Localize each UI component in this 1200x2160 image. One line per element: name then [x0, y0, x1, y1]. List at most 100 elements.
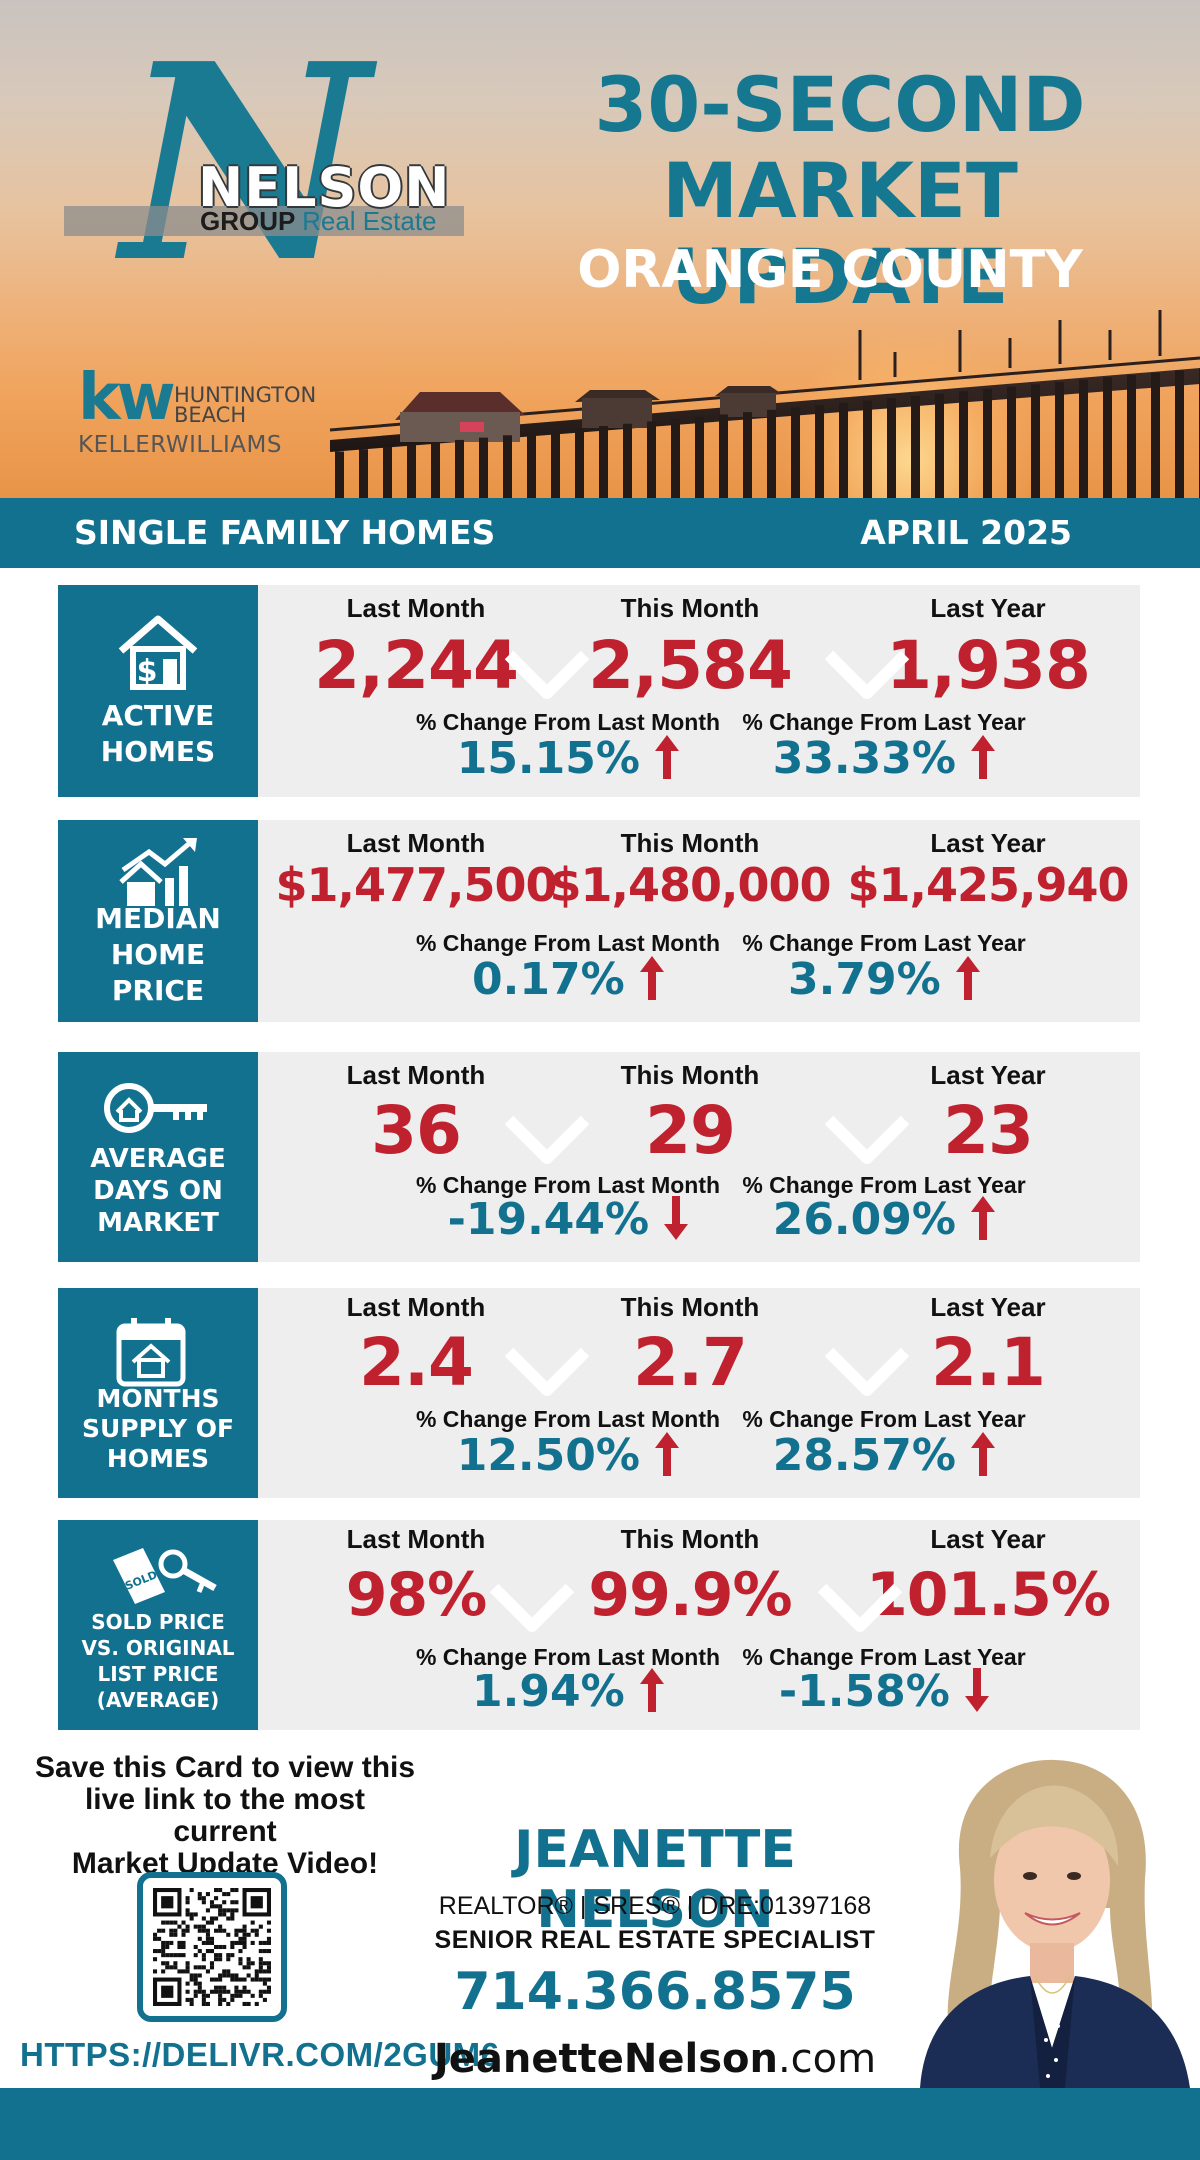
arrow-up-icon	[971, 735, 996, 779]
change-from-last-year-value: 33.33%	[724, 733, 1044, 790]
stat-label-box: SOLD SOLD PRICE VS. ORIGINAL LIST PRICE (AV…	[58, 1520, 258, 1730]
period-label: APRIL 2025	[860, 513, 1072, 552]
column-header: Last Year	[930, 828, 1046, 858]
agent-website-tld: .com	[777, 2036, 877, 2082]
chevron-divider	[488, 1580, 576, 1639]
change-from-last-year-value: 28.57%	[724, 1430, 1044, 1487]
change-from-last-month-value: 0.17%	[408, 954, 728, 1011]
stat-value-last-month: 98%	[345, 1560, 488, 1630]
stat-label-box: MONTHS SUPPLY OF HOMES	[58, 1288, 258, 1498]
change-from-last-month-label: % Change From Last Month	[415, 1172, 721, 1198]
agent-photo	[890, 1748, 1200, 2088]
stat-row: SOLD SOLD PRICE VS. ORIGINAL LIST PRICE (AV…	[58, 1520, 1140, 1730]
chevron-down-icon	[824, 1115, 910, 1164]
logo-group-word: GROUP	[200, 206, 295, 236]
column-header: Last Year	[930, 593, 1046, 623]
column-header: This Month	[620, 1292, 760, 1322]
logo-real-estate-word: Real Estate	[302, 206, 437, 236]
change-from-last-month-value: 15.15%	[408, 733, 728, 790]
chevron-divider	[823, 1344, 911, 1403]
change-from-last-month-label: % Change From Last Month	[415, 1644, 721, 1670]
stat-value-this-month: 2.7	[633, 1324, 748, 1401]
change-from-last-year-label: % Change From Last Year	[742, 709, 1026, 735]
change-from-last-month-value: -19.44%	[408, 1194, 728, 1251]
nelson-group-logo: N NELSON GROUP Real Estate	[60, 28, 480, 298]
stat-label-box: $ ACTIVE HOMES	[58, 585, 258, 797]
stat-panel: Last Month 2.4 This Month 2.7 Last Year 2.1 %…	[258, 1288, 1140, 1498]
stat-value-last-year: 23	[943, 1092, 1034, 1169]
change-from-last-year-label: % Change From Last Year	[742, 1172, 1026, 1198]
chevron-down-icon	[504, 1115, 590, 1164]
qr-code[interactable]	[137, 1872, 287, 2022]
arrow-up-icon	[655, 735, 680, 779]
category-band: SINGLE FAMILY HOMES APRIL 2025	[0, 498, 1200, 568]
stat-value-last-year: 101.5%	[866, 1560, 1111, 1630]
pier-silhouette	[329, 310, 1200, 498]
category-label: SINGLE FAMILY HOMES	[74, 513, 496, 552]
agent-credentials: REALTOR® | SRES® | DRE:01397168	[438, 1892, 872, 1920]
change-from-last-year-label: % Change From Last Year	[742, 1644, 1026, 1670]
agent-website[interactable]: JeanetteNelson.com	[405, 2036, 905, 2082]
video-link[interactable]: HTTPS://DELIVR.COM/2GUM6	[20, 2036, 500, 2073]
stat-label-line: HOMES	[106, 1444, 210, 1473]
arrow-up-icon	[639, 956, 664, 1000]
save-card-message: Save this Card to view this live link to…	[30, 1752, 420, 1880]
stat-label-line: DAYS ON	[93, 1176, 223, 1206]
column-header: Last Month	[346, 593, 486, 623]
sold-tag-key-icon: SOLD	[113, 1548, 217, 1604]
stat-label-line: VS. ORIGINAL	[81, 1636, 235, 1660]
change-from-last-month-label: % Change From Last Month	[415, 930, 721, 956]
kw-office-line2: BEACH	[174, 403, 247, 427]
chevron-down-icon	[489, 1583, 575, 1632]
column-header: This Month	[620, 828, 760, 858]
chevron-down-icon	[824, 650, 910, 699]
house-growth-chart-icon	[119, 838, 197, 906]
logo-bar	[64, 206, 464, 236]
column-header: Last Month	[346, 1524, 486, 1554]
stat-panel: Last Month $1,477,500 This Month $1,480,000…	[258, 820, 1140, 1022]
chevron-divider	[503, 1112, 591, 1171]
agent-title: SENIOR REAL ESTATE SPECIALIST	[434, 1926, 876, 1954]
stat-label-line: AVERAGE	[90, 1144, 226, 1174]
stat-label-line: MEDIAN	[95, 902, 221, 935]
stat-row: AVERAGE DAYS ON MARKET Last Month 36 This Mo…	[58, 1052, 1140, 1262]
stat-label-line: (AVERAGE)	[96, 1688, 220, 1712]
column-header: Last Month	[346, 828, 486, 858]
kw-office-line1: HUNTINGTON	[174, 383, 317, 407]
change-from-last-year-value: 3.79%	[724, 954, 1044, 1011]
change-from-last-month-label: % Change From Last Month	[415, 1406, 721, 1432]
agent-name: JEANETTE NELSON	[514, 1820, 796, 1940]
chevron-divider	[823, 647, 911, 706]
stat-label-line: HOMES	[100, 735, 216, 768]
logo-monogram: N	[122, 4, 369, 322]
kw-office: HUNTINGTON BEACH	[174, 383, 317, 427]
kw-keller: KELLER	[78, 432, 166, 458]
stat-value-this-month: 29	[645, 1092, 736, 1169]
stat-row: MEDIAN HOME PRICE Last Month $1,477,500 This…	[58, 820, 1140, 1022]
save-line-1: Save this Card to view this	[34, 1751, 416, 1784]
column-header: This Month	[620, 593, 760, 623]
chevron-divider	[816, 1580, 904, 1639]
stat-label-box: MEDIAN HOME PRICE	[58, 820, 258, 1022]
agent-phone[interactable]: 714.366.8575	[454, 1962, 856, 2022]
column-header: Last Year	[930, 1524, 1046, 1554]
qr-code-icon	[153, 1888, 271, 2006]
change-from-last-year-value: 26.09%	[724, 1194, 1044, 1251]
change-from-last-year-value: -1.58%	[724, 1666, 1044, 1723]
stat-label-box: AVERAGE DAYS ON MARKET	[58, 1052, 258, 1262]
page-title: 30-SECOND MARKET UPDATE	[500, 62, 1180, 320]
chevron-down-icon	[504, 650, 590, 699]
agent-website-name: JeanetteNelson	[433, 2036, 778, 2082]
chevron-divider	[503, 1344, 591, 1403]
arrow-down-icon	[965, 1668, 990, 1712]
stat-panel: Last Month 2,244 This Month 2,584 Last Year 1…	[258, 585, 1140, 797]
stat-value-last-month: 36	[371, 1092, 462, 1169]
arrow-up-icon	[955, 956, 980, 1000]
arrow-up-icon	[971, 1196, 996, 1240]
column-header: This Month	[620, 1524, 760, 1554]
stat-value-last-year: 2.1	[931, 1324, 1046, 1401]
hero-banner: N NELSON GROUP Real Estate kw HUNTINGTON…	[0, 0, 1200, 498]
chevron-divider	[503, 647, 591, 706]
arrow-up-icon	[639, 1668, 664, 1712]
chevron-down-icon	[504, 1347, 590, 1396]
